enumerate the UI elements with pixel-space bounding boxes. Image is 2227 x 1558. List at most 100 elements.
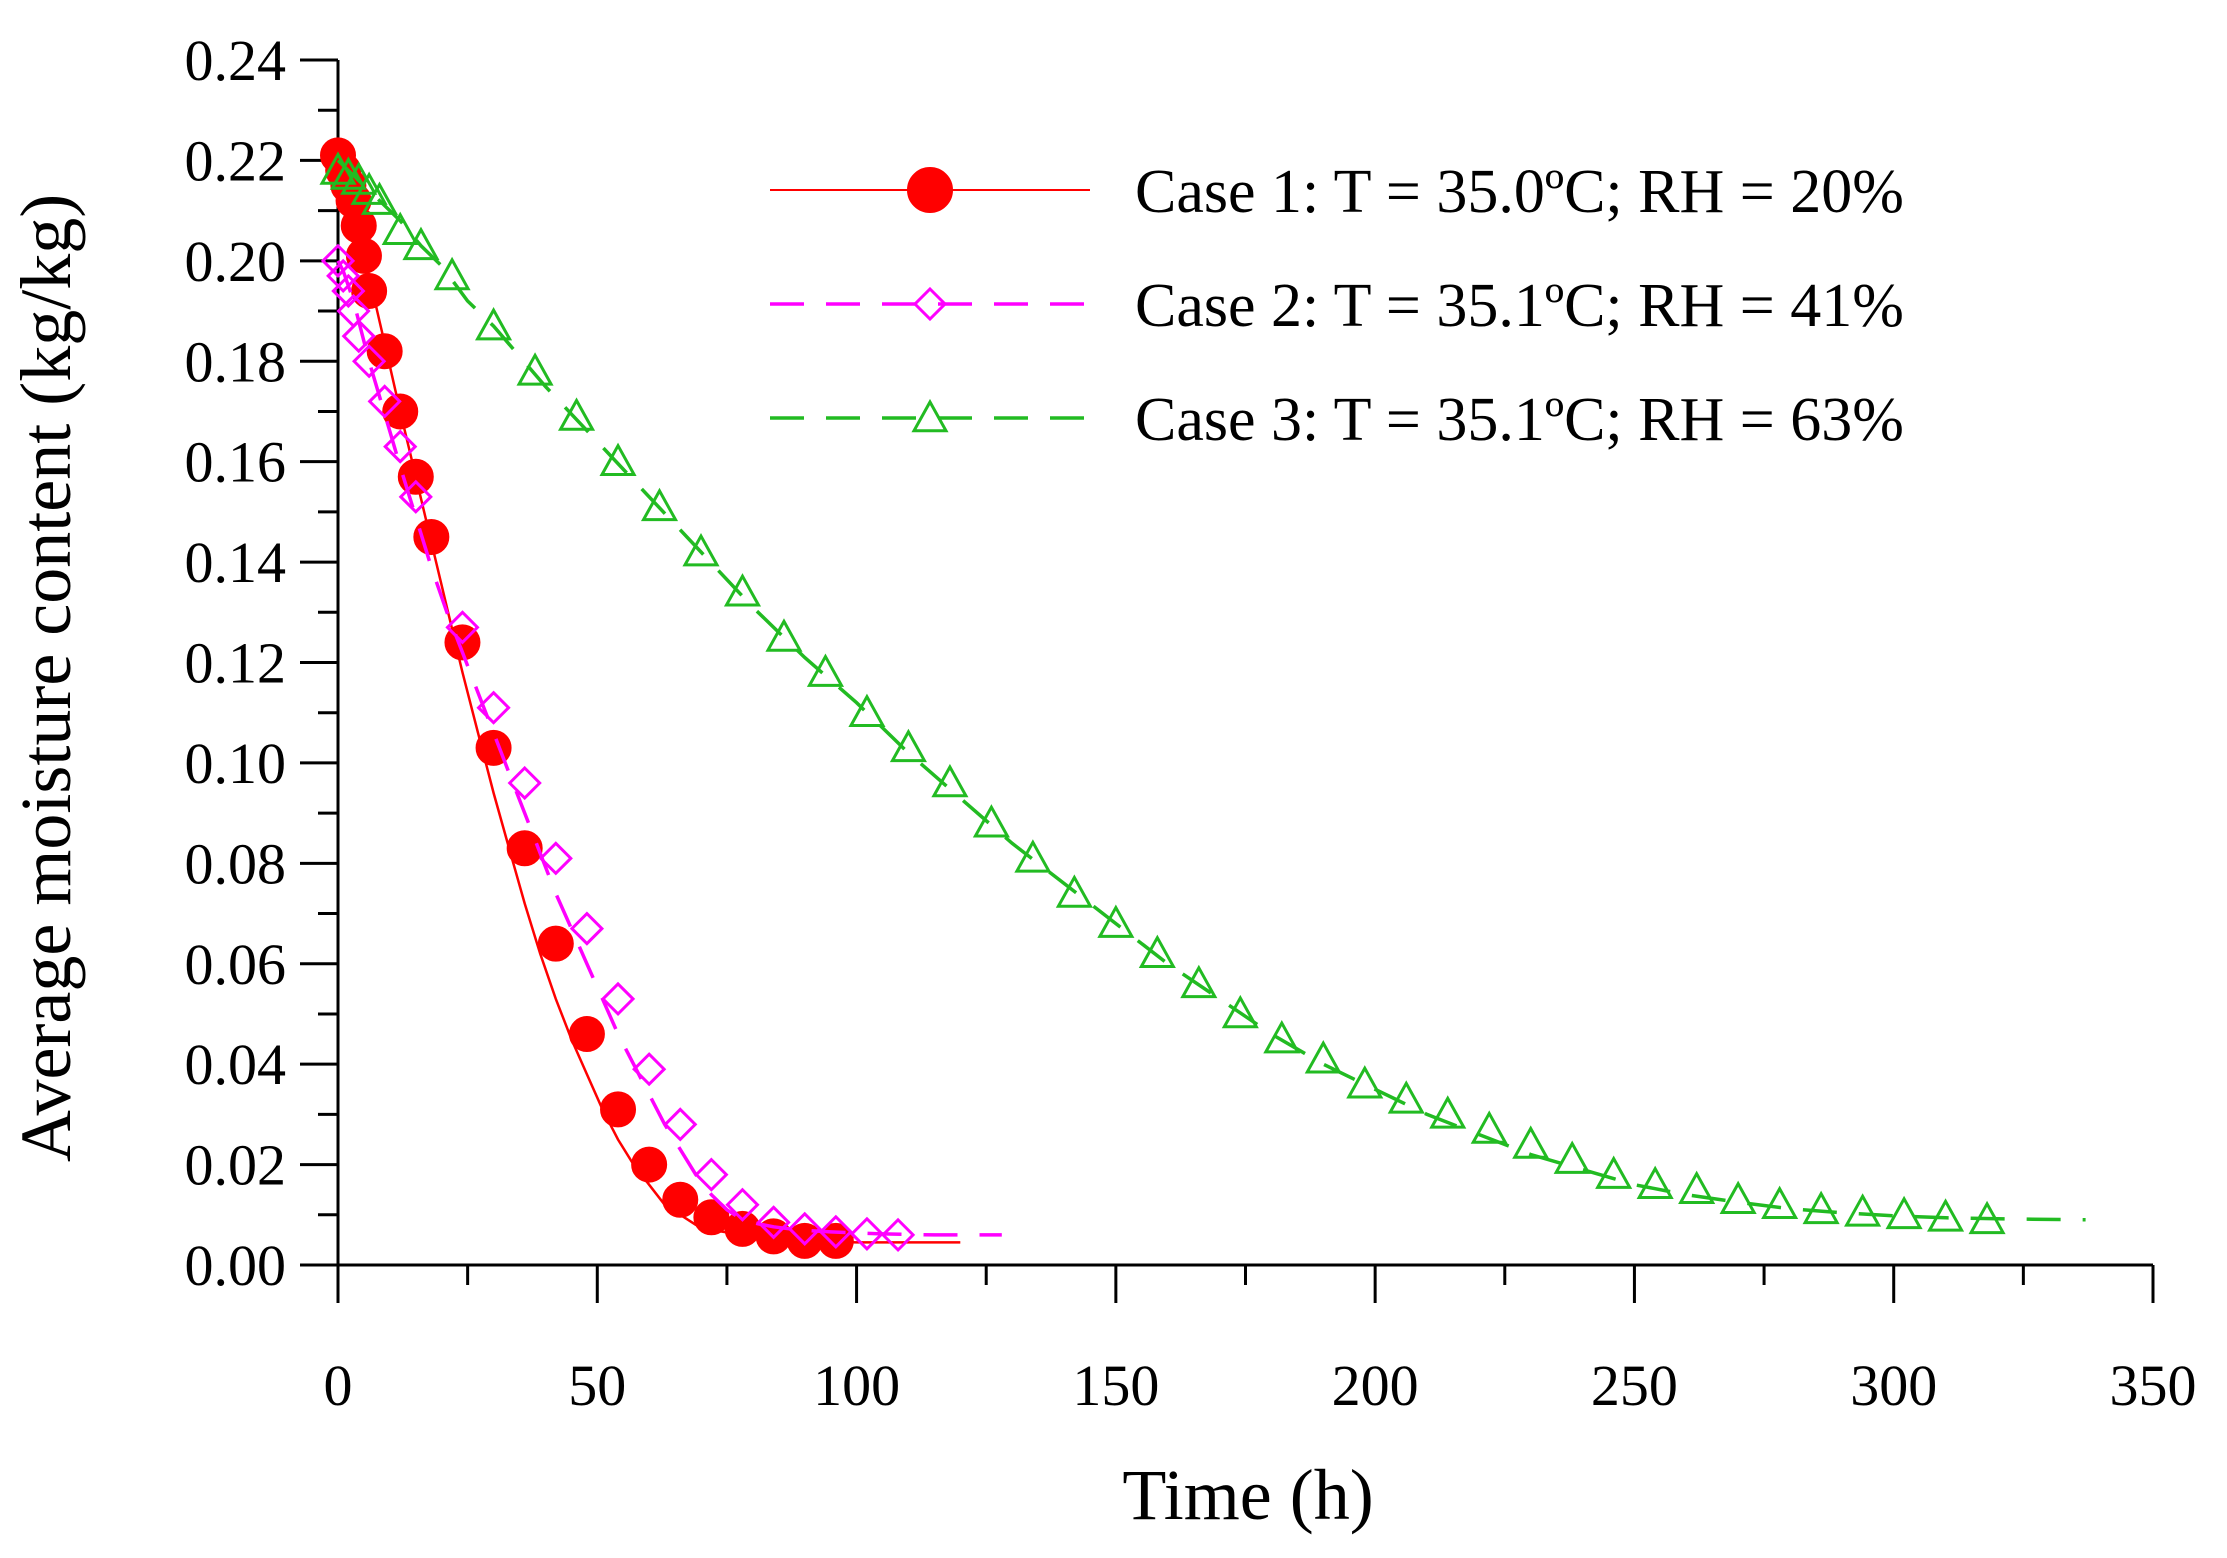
data-point-case-3	[599, 442, 637, 476]
data-point-case-3	[1097, 904, 1135, 938]
y-tick-label: 0.06	[185, 932, 287, 997]
y-tick-label: 0.08	[185, 831, 287, 896]
axes: 0.00 0.02 0.04 0.06 0.08 0.10 0.12 0.14 0.16 0.18…	[185, 28, 2197, 1418]
data-point-case-3	[972, 804, 1010, 838]
data-point-case-2	[787, 1211, 822, 1246]
y-tick-label: 0.18	[185, 329, 287, 394]
data-point-case-3	[1138, 934, 1176, 969]
data-point-case-2	[507, 765, 542, 801]
data-point-case-3	[1055, 874, 1093, 908]
data-point-case-2	[632, 1052, 667, 1087]
y-tick-label: 0.14	[185, 530, 287, 595]
data-point-case-3	[1844, 1193, 1882, 1227]
data-point-case-3	[1512, 1125, 1550, 1159]
data-point-case-3	[329, 156, 367, 190]
series-layer	[319, 137, 2086, 1259]
data-point-case-2	[351, 344, 387, 379]
data-point-case-3	[557, 397, 596, 431]
legend-entry-case-3: Case 3: T = 35.1ºC; RH = 63%	[770, 386, 1904, 454]
legend-marker-case-3	[911, 398, 949, 433]
data-point-case-3	[360, 181, 399, 215]
data-point-case-3	[402, 226, 440, 261]
x-axis-title: Time (h)	[1122, 1455, 1373, 1535]
y-tick-label: 0.10	[185, 731, 287, 796]
data-point-case-3	[806, 653, 845, 687]
data-point-case-3	[1595, 1155, 1633, 1189]
data-point-case-1	[537, 925, 574, 962]
legend-label-case-1: Case 1: T = 35.0ºC; RH = 20%	[1135, 158, 1904, 226]
data-point-case-3	[1429, 1095, 1467, 1129]
data-point-case-3	[1968, 1200, 2006, 1235]
data-point-case-1	[631, 1146, 668, 1183]
data-point-case-3	[381, 211, 419, 246]
x-tick-label: 0	[324, 1353, 353, 1418]
y-tick-label: 0.02	[185, 1133, 287, 1198]
series-case-3	[319, 151, 2086, 1235]
data-point-case-3	[1927, 1198, 1965, 1232]
data-point-case-3	[1802, 1190, 1840, 1225]
data-point-case-3	[516, 352, 554, 386]
data-point-case-2	[880, 1217, 916, 1252]
data-point-case-3	[682, 532, 720, 567]
data-point-case-2	[694, 1157, 729, 1192]
x-tick-label: 100	[813, 1353, 900, 1418]
data-point-case-2	[331, 273, 366, 309]
data-point-case-2	[326, 258, 361, 294]
y-tick-label: 0.20	[185, 229, 287, 294]
data-point-case-3	[1761, 1185, 1799, 1220]
data-point-case-3	[1263, 1019, 1301, 1054]
legend-entry-case-1: Case 1: T = 35.0ºC; RH = 20%	[770, 158, 1904, 226]
data-point-case-1	[568, 1016, 605, 1053]
data-point-case-3	[1014, 839, 1052, 873]
y-tick-label: 0.00	[185, 1233, 287, 1298]
data-point-case-3	[1678, 1170, 1716, 1204]
data-point-case-3	[1719, 1180, 1757, 1215]
x-tick-label: 250	[1591, 1353, 1678, 1418]
data-point-case-1	[724, 1210, 761, 1247]
data-point-case-1	[506, 830, 543, 867]
y-tick-label: 0.22	[185, 128, 287, 193]
data-point-case-1	[600, 1091, 637, 1128]
data-point-case-3	[1885, 1195, 1923, 1230]
x-tick-label: 200	[1332, 1353, 1419, 1418]
data-point-case-3	[1180, 964, 1218, 999]
data-point-case-1	[786, 1222, 823, 1259]
data-point-case-2	[849, 1216, 885, 1251]
data-point-case-3	[723, 573, 762, 607]
legend-label-case-2: Case 2: T = 35.1ºC; RH = 41%	[1135, 272, 1904, 340]
legend: Case 1: T = 35.0ºC; RH = 20% Case 2: T = …	[770, 158, 1904, 454]
data-point-case-1	[662, 1181, 699, 1218]
data-point-case-3	[1387, 1080, 1425, 1114]
x-tick-label: 150	[1072, 1353, 1159, 1418]
legend-entry-case-2: Case 2: T = 35.1ºC; RH = 41%	[770, 272, 1904, 340]
data-point-case-3	[1221, 994, 1259, 1029]
data-point-case-2	[341, 319, 376, 354]
data-point-case-2	[600, 981, 636, 1017]
data-point-case-3	[1346, 1065, 1384, 1099]
data-point-case-2	[367, 384, 402, 419]
legend-label-case-3: Case 3: T = 35.1ºC; RH = 63%	[1135, 386, 1904, 454]
legend-marker-case-2	[912, 286, 948, 322]
data-point-case-2	[398, 479, 433, 514]
data-point-case-3	[1636, 1165, 1674, 1199]
y-tick-label: 0.24	[185, 28, 287, 93]
y-tick-label: 0.16	[185, 430, 287, 495]
data-point-case-1	[413, 518, 450, 555]
data-point-case-2	[445, 610, 480, 645]
series-case-1	[320, 137, 961, 1259]
series-line-case-2	[336, 259, 1002, 1237]
data-point-case-3	[475, 307, 513, 341]
data-point-case-1	[693, 1199, 730, 1236]
data-point-case-3	[640, 487, 679, 522]
y-tick-label: 0.12	[185, 631, 287, 696]
series-line-case-3	[336, 159, 2086, 1222]
data-point-case-2	[756, 1205, 791, 1240]
legend-marker-case-1	[907, 167, 953, 213]
data-point-case-2	[725, 1187, 760, 1222]
x-tick-label: 350	[2110, 1353, 2197, 1418]
data-point-case-2	[538, 841, 573, 876]
data-point-case-3	[848, 693, 886, 728]
data-point-case-3	[433, 256, 471, 291]
data-point-case-3	[765, 618, 803, 652]
